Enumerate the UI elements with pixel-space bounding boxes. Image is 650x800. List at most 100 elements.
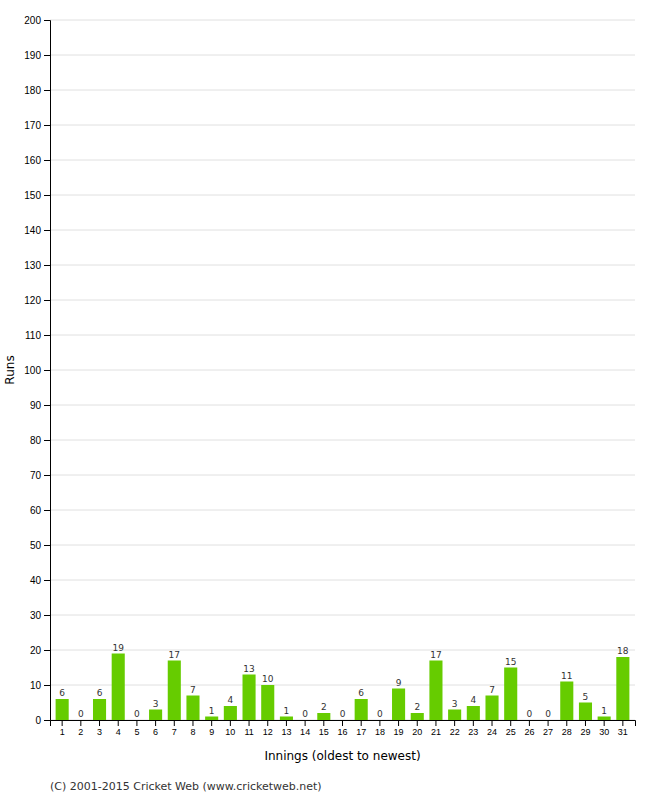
y-tick-label: 110 [25,330,41,341]
bars [56,654,630,721]
data-label: 3 [153,699,159,709]
grid [50,20,635,720]
bar [74,720,87,721]
y-tick: 130 [24,260,50,271]
y-tick-label: 20 [30,645,42,656]
x-tick-label: 24 [487,727,497,737]
bar [130,720,143,721]
y-axis-title: Runs [3,355,17,384]
x-tick-label: 9 [209,727,214,737]
bar [392,689,405,721]
grid-line [50,55,635,56]
y-tick-label: 50 [30,540,42,551]
x-tick-mark [323,720,324,726]
x-tick: 23 [468,720,478,737]
y-tick: 190 [24,50,50,61]
y-tick: 50 [30,540,50,551]
data-label: 2 [321,702,327,712]
x-axis-line [51,721,636,727]
x-tick: 2 [78,720,83,737]
data-label: 18 [617,646,629,656]
data-label: 17 [169,650,180,660]
y-tick: 90 [30,400,50,411]
x-tick-mark [454,720,455,726]
y-tick-mark [44,125,50,126]
grid-line [50,615,635,616]
x-tick-label: 11 [244,727,253,737]
x-tick: 15 [319,720,329,737]
y-tick-label: 100 [24,365,41,376]
x-tick-label: 30 [599,727,609,737]
x-tick-mark [192,720,193,726]
y-tick-mark [44,335,50,336]
x-tick-label: 14 [300,727,310,737]
y-tick-label: 170 [24,120,41,131]
bar [243,675,256,721]
x-tick-label: 31 [618,727,628,737]
x-tick-mark [566,720,567,726]
data-label: 2 [414,702,420,712]
x-tick: 4 [116,720,121,737]
y-tick-mark [44,90,50,91]
x-tick-label: 18 [375,727,385,737]
x-tick: 11 [244,720,253,737]
y-tick-mark [44,650,50,651]
data-label: 6 [59,688,65,698]
bar [261,685,274,720]
x-tick-label: 26 [524,727,534,737]
y-tick-mark [44,510,50,511]
grid-line [50,545,635,546]
y-tick: 200 [24,15,50,26]
x-axis: 1234567891011121314151617181920212223242… [51,720,636,737]
y-tick: 0 [35,715,50,726]
y-tick-mark [44,265,50,266]
x-tick: 29 [580,720,590,737]
bar [504,668,517,721]
bar [616,657,629,720]
x-tick: 22 [450,720,460,737]
y-tick: 70 [30,470,50,481]
y-tick: 100 [24,365,50,376]
x-tick: 14 [300,720,310,737]
y-tick-label: 80 [30,435,42,446]
data-label: 5 [583,692,589,702]
data-label: 6 [358,688,364,698]
bar [56,699,69,720]
grid-line [50,300,635,301]
data-label: 11 [561,671,572,681]
x-tick-label: 16 [337,727,347,737]
y-tick-mark [44,580,50,581]
x-tick-label: 10 [225,727,235,737]
x-tick-mark [622,720,623,726]
bar [429,661,442,721]
x-tick: 9 [209,720,214,737]
x-tick-label: 20 [412,727,422,737]
data-label: 4 [470,695,476,705]
bar [280,717,293,721]
x-tick-label: 13 [281,727,291,737]
y-tick-label: 200 [24,15,41,26]
x-tick: 8 [190,720,195,737]
y-tick-label: 40 [30,575,42,586]
y-axis-line [44,21,51,721]
y-tick: 60 [30,505,50,516]
y-tick-mark [44,300,50,301]
x-tick-mark [510,720,511,726]
x-tick-label: 5 [134,727,139,737]
data-label: 7 [489,685,495,695]
bar [598,717,611,721]
bar [467,706,480,720]
y-tick-label: 70 [30,470,42,481]
y-tick-mark [44,475,50,476]
x-tick: 31 [618,720,628,737]
data-label: 7 [190,685,196,695]
x-tick-mark [361,720,362,726]
bar [317,713,330,720]
x-tick-label: 3 [97,727,102,737]
data-label: 1 [601,706,607,716]
x-tick: 16 [337,720,347,737]
y-tick: 120 [24,295,50,306]
data-label: 19 [112,643,124,653]
data-label: 10 [262,674,274,684]
y-tick-mark [44,160,50,161]
